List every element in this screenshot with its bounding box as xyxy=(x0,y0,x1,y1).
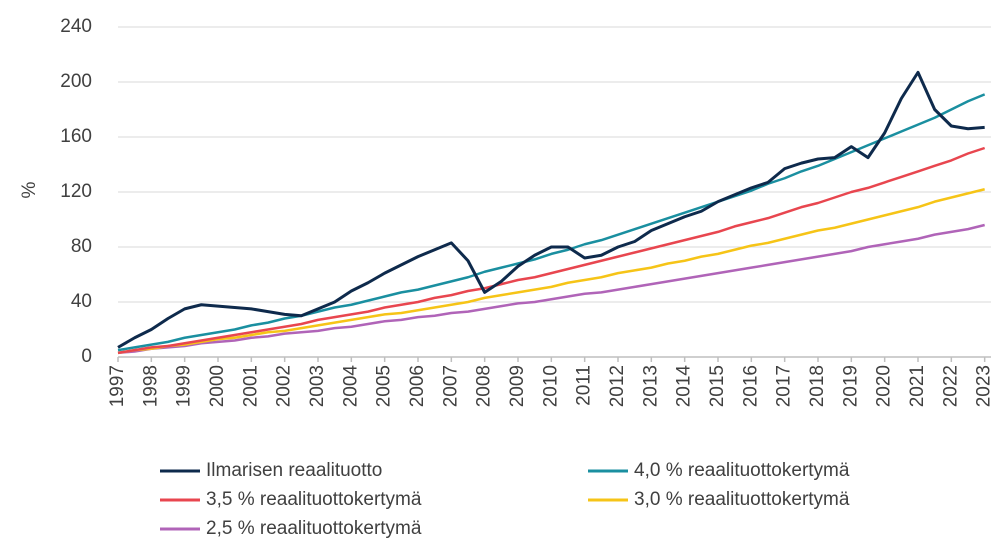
x-tick-label: 2016 xyxy=(740,365,761,407)
series-line xyxy=(117,93,986,352)
x-tick-label: 2009 xyxy=(507,365,528,407)
x-tick-label: 2023 xyxy=(974,365,991,407)
y-tick-label: 240 xyxy=(60,16,92,37)
y-axis-label: % xyxy=(19,181,40,198)
x-tick-label: 2019 xyxy=(840,365,861,407)
x-tick-label: 2013 xyxy=(640,365,661,407)
x-tick-label: 2018 xyxy=(807,365,828,407)
y-tick-label: 0 xyxy=(81,346,92,367)
x-tick-label: 2005 xyxy=(374,365,395,407)
x-tick-label: 2014 xyxy=(674,365,695,408)
x-tick-label: 2010 xyxy=(540,365,561,407)
y-tick-label: 80 xyxy=(71,236,92,257)
legend-label: 3,0 % reaalituottokertymä xyxy=(634,489,850,510)
legend-label: 2,5 % reaalituottokertymä xyxy=(206,518,422,539)
x-tick-label: 2022 xyxy=(940,365,961,407)
x-tick-label: 2000 xyxy=(207,365,228,407)
series-line xyxy=(117,223,985,355)
x-tick-label: 2011 xyxy=(574,365,595,406)
y-tick-label: 160 xyxy=(60,126,92,147)
y-tick-label: 200 xyxy=(60,71,92,92)
x-tick-label: 2021 xyxy=(907,365,928,407)
x-tick-label: 2001 xyxy=(240,365,261,407)
x-tick-label: 2020 xyxy=(874,365,895,407)
x-tick-label: 2015 xyxy=(707,365,728,407)
x-tick-label: 2008 xyxy=(474,365,495,407)
series-line xyxy=(117,146,986,355)
legend-label: Ilmarisen reaalituotto xyxy=(206,460,382,481)
x-tick-label: 2002 xyxy=(274,365,295,407)
y-tick-label: 40 xyxy=(71,291,92,312)
x-tick-label: 2012 xyxy=(607,365,628,407)
series-line xyxy=(117,70,985,349)
x-tick-label: 2007 xyxy=(440,365,461,407)
x-tick-label: 2006 xyxy=(407,365,428,407)
y-tick-label: 120 xyxy=(60,181,92,202)
x-tick-label: 2003 xyxy=(307,365,328,407)
x-tick-label: 1998 xyxy=(140,365,161,407)
legend-label: 4,0 % reaalituottokertymä xyxy=(634,460,850,481)
legend-label: 3,5 % reaalituottokertymä xyxy=(206,489,422,510)
x-tick-label: 1999 xyxy=(174,365,195,407)
x-tick-label: 1997 xyxy=(107,365,128,407)
x-tick-label: 2004 xyxy=(340,365,361,408)
x-tick-label: 2017 xyxy=(774,365,795,407)
series-line xyxy=(117,188,985,355)
